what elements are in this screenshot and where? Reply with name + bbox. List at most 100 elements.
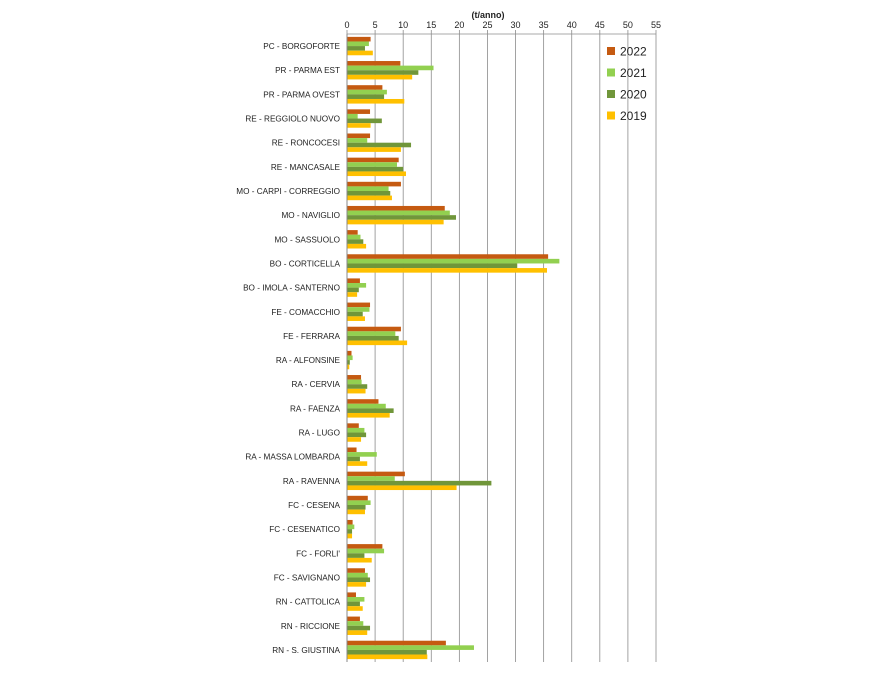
bar-2022: [347, 519, 353, 525]
bar-2019: [347, 316, 365, 321]
legend-swatch: [607, 47, 615, 55]
grid-lines: [346, 30, 657, 662]
bar-2020: [347, 505, 366, 510]
bar-2019: [347, 219, 444, 225]
category-label: FC - SAVIGNANO: [274, 573, 340, 582]
bar-2021: [347, 258, 560, 264]
category-label: RN - RICCIONE: [281, 622, 341, 631]
bar-2021: [347, 572, 368, 578]
bar-2020: [347, 166, 404, 172]
bar-2020: [347, 480, 492, 486]
bar-2019: [347, 98, 405, 104]
bar-2020: [347, 191, 391, 196]
bar-2022: [347, 85, 383, 90]
bar-2019: [347, 557, 372, 563]
bar-2019: [347, 509, 365, 515]
bar-2021: [347, 379, 362, 385]
bar-2021: [347, 138, 368, 143]
category-label: BO - IMOLA - SANTERNO: [243, 284, 340, 293]
bar-2022: [347, 230, 358, 235]
bar-2021: [347, 234, 361, 240]
legend-swatch: [607, 90, 615, 98]
category-label: RA - MASSA LOMBARDA: [245, 453, 340, 462]
category-label: RA - FAENZA: [290, 404, 341, 413]
legend: 2022 2021 2020 2019: [607, 45, 647, 123]
category-label: FC - CESENATICO: [269, 525, 340, 534]
bar-2019: [347, 195, 392, 201]
bar-2022: [347, 640, 446, 646]
bar-2020: [347, 360, 350, 365]
x-tick-label: 0: [344, 20, 349, 30]
category-label: RE - MANCASALE: [271, 163, 341, 172]
bar-2019: [347, 292, 358, 297]
bar-2022: [347, 302, 371, 308]
bar-2019: [347, 461, 368, 466]
x-tick-label: 45: [595, 20, 605, 30]
bar-2022: [347, 133, 371, 139]
bar-2020: [347, 456, 360, 462]
bar-2021: [347, 65, 434, 71]
bar-2022: [347, 36, 371, 42]
category-label: RA - CERVIA: [291, 380, 340, 389]
category-label: FE - COMACCHIO: [271, 308, 340, 317]
bar-2021: [347, 524, 355, 530]
x-tick-label: 50: [623, 20, 633, 30]
bar-2019: [347, 171, 406, 177]
bar-2021: [347, 597, 365, 602]
bar-2019: [347, 147, 401, 152]
category-label: MO - CARPI - CORREGGIO: [236, 187, 340, 196]
bar-2019: [347, 74, 413, 80]
bar-2020: [347, 118, 382, 124]
bar-2021: [347, 283, 367, 288]
bar-2020: [347, 142, 412, 148]
bar-2019: [347, 630, 368, 635]
bar-2021: [347, 621, 364, 626]
legend-swatch: [607, 111, 615, 120]
legend-label: 2022: [620, 45, 647, 59]
bar-2019: [347, 533, 353, 539]
bar-2021: [347, 452, 377, 457]
bar-2021: [347, 645, 474, 650]
bar-2022: [347, 181, 401, 187]
bar-2020: [347, 577, 371, 583]
bar-2022: [347, 61, 401, 66]
category-label: PR - PARMA EST: [275, 66, 340, 75]
bar-2019: [347, 485, 457, 491]
bar-2020: [347, 649, 427, 655]
category-label: PR - PARMA OVEST: [263, 90, 340, 99]
bar-2019: [347, 388, 366, 394]
bar-2020: [347, 94, 385, 99]
bar-2019: [347, 340, 408, 346]
category-label: RE - REGGIOLO NUOVO: [245, 115, 340, 124]
bars: [347, 36, 560, 660]
bar-2020: [347, 408, 394, 413]
bar-2019: [347, 243, 367, 249]
bar-2021: [347, 548, 385, 554]
x-tick-label: 10: [398, 20, 408, 30]
bar-2019: [347, 268, 548, 273]
category-label: RA - RAVENNA: [283, 477, 341, 486]
category-label: RN - CATTOLICA: [276, 598, 341, 607]
bar-2019: [347, 582, 367, 587]
category-labels: PC - BORGOFORTE PR - PARMA EST PR - PARMA …: [236, 42, 340, 655]
x-axis-ticks: 0 5 10 15 20 25 30 35 40 45 50 55: [344, 20, 661, 30]
bar-2022: [347, 544, 383, 549]
bar-2021: [347, 210, 450, 216]
bar-2022: [347, 616, 360, 622]
bar-2020: [347, 384, 368, 389]
category-label: FC - FORLI': [296, 549, 340, 558]
category-label: RE - RONCOCESI: [272, 139, 340, 148]
category-label: PC - BORGOFORTE: [263, 42, 340, 51]
legend-label: 2021: [620, 66, 647, 80]
bar-2019: [347, 412, 390, 418]
x-tick-label: 5: [373, 20, 378, 30]
bar-2021: [347, 331, 396, 336]
x-tick-label: 35: [539, 20, 549, 30]
category-label: BO - CORTICELLA: [270, 259, 341, 268]
legend-swatch: [607, 68, 615, 77]
bar-2020: [347, 70, 419, 75]
bar-2022: [347, 495, 368, 501]
x-tick-label: 55: [651, 20, 661, 30]
bar-2022: [347, 592, 356, 598]
bar-2022: [347, 326, 401, 332]
